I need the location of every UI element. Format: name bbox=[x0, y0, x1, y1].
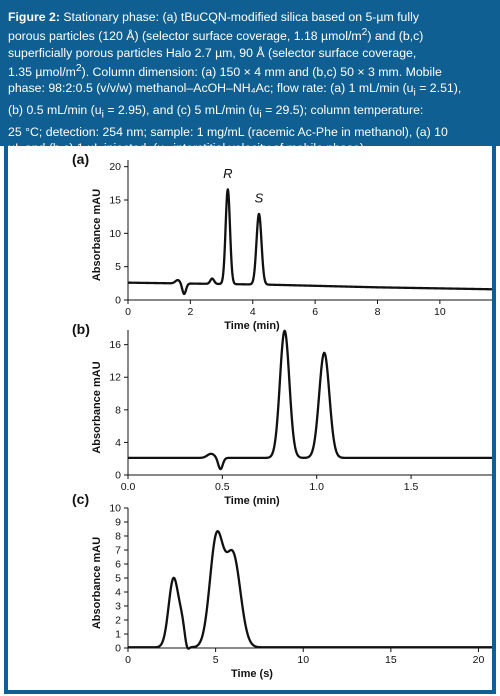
x-axis-title: Time (s) bbox=[231, 668, 273, 680]
caption-header: Figure 2: Stationary phase: (a) tBuCQN-m… bbox=[0, 0, 500, 159]
y-tick-label: 0 bbox=[115, 470, 121, 482]
caption-text: ). Column dimension: (a) 150 × 4 mm and … bbox=[81, 65, 442, 80]
caption-text: superficially porous particles Halo 2.7 … bbox=[8, 45, 417, 60]
y-tick-label: 4 bbox=[115, 587, 121, 599]
y-tick-label: 10 bbox=[109, 228, 121, 240]
y-tick-label: 4 bbox=[115, 437, 121, 449]
x-tick-label: 0.0 bbox=[121, 481, 136, 493]
caption-sup: 2 bbox=[75, 62, 82, 74]
x-tick-label: 0 bbox=[125, 654, 131, 666]
x-tick-label: 10 bbox=[434, 306, 446, 318]
y-tick-label: 1 bbox=[115, 629, 121, 641]
caption-text: (b) 0.5 mL/min (u bbox=[8, 103, 102, 118]
chromatogram-trace bbox=[127, 329, 492, 471]
caption-text: phase: 98:2:0.5 (v/v/w) methanol–AcOH–NH… bbox=[8, 81, 414, 96]
caption-text: Stationary phase: (a) tBuCQN-modified si… bbox=[63, 10, 420, 24]
y-tick-label: 7 bbox=[115, 545, 121, 557]
y-axis-title: Absorbance mAU bbox=[91, 537, 103, 629]
x-tick-label: 5 bbox=[213, 654, 219, 666]
figure-caption: Figure 2: Stationary phase: (a) tBuCQN-m… bbox=[8, 9, 492, 162]
caption-text: = 2.51), bbox=[415, 81, 462, 96]
y-tick-label: 5 bbox=[115, 573, 121, 585]
y-tick-label: 0 bbox=[115, 643, 121, 655]
caption-sup: 2 bbox=[361, 27, 368, 39]
y-tick-label: 2 bbox=[115, 615, 121, 627]
caption-sub: i bbox=[101, 109, 104, 121]
caption-sub: i bbox=[259, 109, 262, 121]
chromatogram-trace bbox=[127, 530, 492, 650]
y-tick-label: 3 bbox=[115, 601, 121, 613]
y-tick-label: 5 bbox=[115, 261, 121, 273]
x-tick-label: 10 bbox=[297, 654, 309, 666]
y-tick-label: 12 bbox=[109, 372, 121, 384]
y-tick-label: 6 bbox=[115, 559, 121, 571]
x-tick-label: 0 bbox=[125, 306, 131, 318]
caption-label: Figure 2: bbox=[8, 10, 60, 24]
x-tick-label: 1.0 bbox=[309, 481, 324, 493]
caption-text: ) and (b,c) bbox=[367, 29, 424, 44]
caption-text: = 29.5); column temperature: bbox=[261, 103, 424, 118]
x-tick-label: 6 bbox=[312, 306, 318, 318]
x-tick-label: 20 bbox=[473, 654, 485, 666]
chromatogram-trace bbox=[127, 188, 492, 296]
y-tick-label: 8 bbox=[115, 531, 121, 543]
x-axis-title: Time (min) bbox=[224, 320, 280, 332]
y-tick-label: 16 bbox=[109, 339, 121, 351]
x-tick-label: 1.5 bbox=[404, 481, 419, 493]
peak-annotation: S bbox=[255, 191, 264, 206]
caption-text: 25 °C; detection: 254 nm; sample: 1 mg/m… bbox=[8, 124, 448, 139]
caption-sub: i bbox=[413, 87, 416, 99]
y-axis-title: Absorbance mAU bbox=[91, 361, 103, 453]
caption-text: 1.35 µmol/m bbox=[8, 65, 76, 80]
y-tick-label: 8 bbox=[115, 404, 121, 416]
y-tick-label: 20 bbox=[109, 161, 121, 173]
panel-label: (c) bbox=[72, 491, 89, 507]
x-tick-label: 15 bbox=[385, 654, 397, 666]
caption-text: = 2.95), and (c) 5 mL/min (u bbox=[103, 103, 260, 118]
panel-label: (a) bbox=[72, 151, 89, 167]
chart-panels: (a) 0 5 10 15 20 0 2 4 6 8 10 Time (min) Absorbance m… bbox=[4, 146, 496, 694]
y-axis-title: Absorbance mAU bbox=[91, 189, 103, 281]
x-tick-label: 8 bbox=[375, 306, 381, 318]
y-tick-label: 15 bbox=[109, 195, 121, 207]
peak-annotation: R bbox=[223, 166, 232, 181]
x-axis-title: Time (min) bbox=[224, 495, 280, 507]
x-tick-label: 0.5 bbox=[215, 481, 230, 493]
caption-text: porous particles (120 Å) (selector surfa… bbox=[8, 29, 362, 44]
y-tick-label: 9 bbox=[115, 517, 121, 529]
panel-label: (b) bbox=[72, 321, 90, 337]
y-tick-label: 10 bbox=[109, 503, 121, 515]
x-tick-label: 4 bbox=[250, 306, 256, 318]
y-tick-label: 0 bbox=[115, 295, 121, 307]
x-tick-label: 2 bbox=[187, 306, 193, 318]
